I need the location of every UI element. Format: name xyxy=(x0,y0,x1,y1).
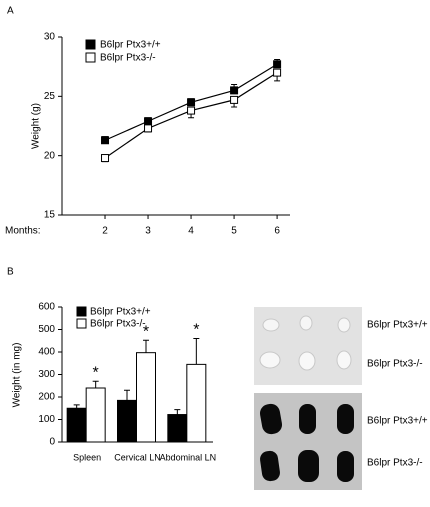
marker xyxy=(273,60,282,69)
panel-label: B xyxy=(7,267,14,278)
error-bar xyxy=(73,404,80,409)
x-tick-label: 5 xyxy=(231,226,237,237)
x-tick-label: 4 xyxy=(188,226,194,237)
marker xyxy=(144,124,153,133)
x-tick-label: Cervical LN xyxy=(114,452,161,462)
marker xyxy=(187,106,196,115)
error-bar xyxy=(92,380,99,388)
legend-label: B6lpr Ptx3+/+ xyxy=(90,307,151,318)
photo-top xyxy=(254,307,362,385)
marker xyxy=(144,117,153,126)
marker xyxy=(230,95,239,104)
y-axis-label: Weight (g) xyxy=(31,103,42,149)
bar xyxy=(117,399,137,443)
y-tick-label: 600 xyxy=(38,302,55,313)
legend-swatch xyxy=(85,39,96,50)
significance: * xyxy=(143,324,149,341)
x-axis-label: Months: xyxy=(5,226,41,237)
marker xyxy=(273,68,282,77)
bar xyxy=(66,407,87,443)
y-tick-label: 100 xyxy=(38,414,55,425)
y-tick-label: 20 xyxy=(44,150,56,161)
x-tick-label: Spleen xyxy=(73,452,101,462)
image-label: B6lpr Ptx3+/+ xyxy=(367,320,428,331)
y-tick-label: 200 xyxy=(38,392,55,403)
y-tick-label: 30 xyxy=(44,32,56,43)
bar xyxy=(186,363,207,443)
error-bar xyxy=(143,339,149,353)
y-tick-label: 0 xyxy=(49,437,55,448)
bar xyxy=(136,352,156,443)
significance: * xyxy=(93,364,99,381)
legend-swatch xyxy=(76,318,87,329)
marker xyxy=(187,98,196,107)
image-label: B6lpr Ptx3+/+ xyxy=(367,416,428,427)
x-tick-label: 3 xyxy=(145,226,151,237)
y-tick-label: 300 xyxy=(38,369,55,380)
y-tick-label: 500 xyxy=(38,324,55,335)
y-tick-label: 25 xyxy=(44,91,56,102)
marker xyxy=(101,154,110,163)
x-tick-label: Abdominal LN xyxy=(160,452,217,462)
legend-label: B6lpr Ptx3-/- xyxy=(100,53,156,64)
error-bar xyxy=(124,389,130,401)
y-axis-label: Weight (in mg) xyxy=(12,343,23,408)
error-bar xyxy=(174,409,181,415)
legend-label: B6lpr Ptx3+/+ xyxy=(100,40,161,51)
image-label: B6lpr Ptx3-/- xyxy=(367,458,423,469)
image-label: B6lpr Ptx3-/- xyxy=(367,359,423,370)
legend-label: B6lpr Ptx3-/- xyxy=(90,319,146,330)
y-tick-label: 400 xyxy=(38,347,55,358)
significance: * xyxy=(193,322,199,339)
bar xyxy=(167,414,188,443)
photo-bottom xyxy=(254,393,362,490)
error-bar xyxy=(193,338,200,365)
y-tick-label: 15 xyxy=(44,210,56,221)
marker xyxy=(230,86,239,95)
x-tick-label: 2 xyxy=(102,226,108,237)
legend-swatch xyxy=(76,306,87,317)
panel-label: A xyxy=(7,6,14,17)
marker xyxy=(101,136,110,145)
bar xyxy=(85,387,106,443)
x-tick-label: 6 xyxy=(274,226,280,237)
legend-swatch xyxy=(85,52,96,63)
